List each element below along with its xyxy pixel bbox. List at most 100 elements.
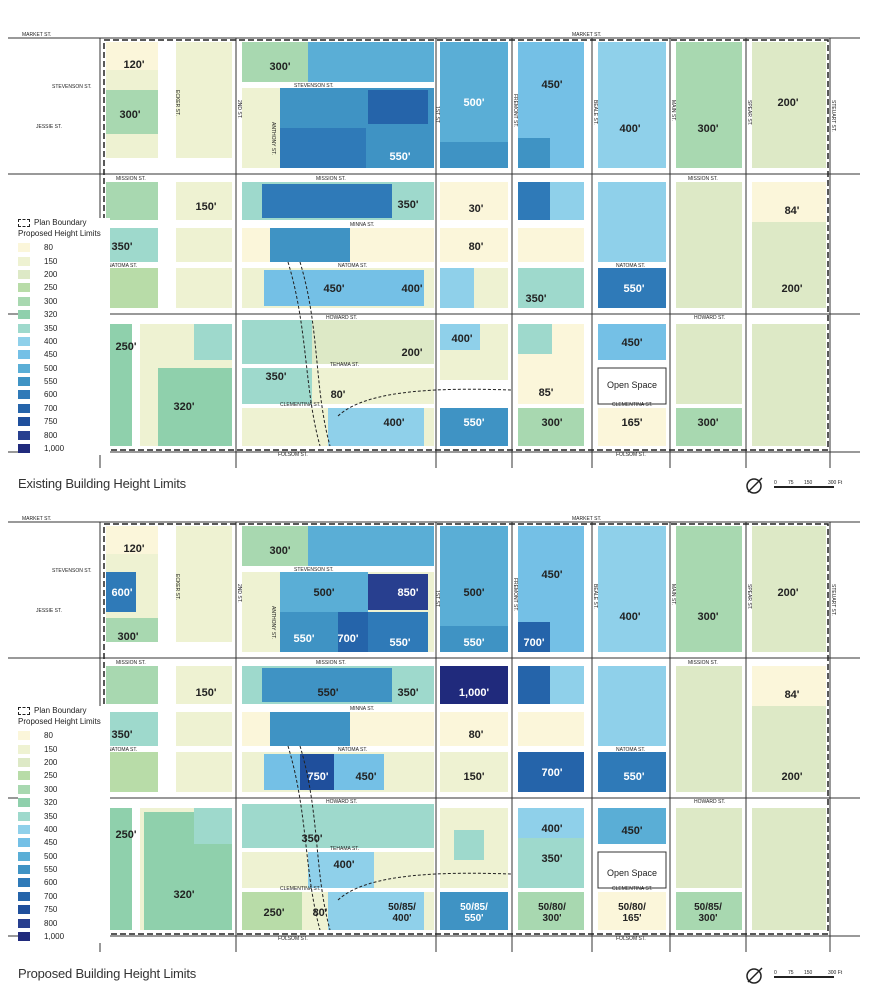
height-labels: 120' 300' 300' 550' 500' 450' 400' 300' … (112, 59, 803, 429)
legend-item: 450 (18, 836, 110, 849)
legend-item: 750 (18, 903, 110, 916)
transit-ramp (287, 261, 513, 447)
svg-text:350': 350' (112, 241, 133, 253)
legend-item: 300 (18, 295, 110, 308)
svg-text:MISSION ST.: MISSION ST. (688, 660, 718, 666)
svg-text:550': 550' (464, 637, 485, 649)
legend-item: 320 (18, 308, 110, 321)
svg-text:NATOMA ST.: NATOMA ST. (108, 747, 137, 753)
svg-text:STEVENSON ST.: STEVENSON ST. (294, 567, 333, 573)
svg-text:150': 150' (196, 201, 217, 213)
svg-text:300': 300' (120, 109, 141, 121)
svg-text:FOLSOM ST.: FOLSOM ST. (278, 452, 308, 458)
legend-swatch (18, 243, 30, 253)
svg-text:MISSION ST.: MISSION ST. (116, 660, 146, 666)
svg-text:350': 350' (542, 853, 563, 865)
legend-item: 700 (18, 402, 110, 415)
svg-text:200': 200' (778, 97, 799, 109)
existing-height-map: MARKET ST. MARKET ST. STEVENSON ST. STEV… (8, 28, 860, 468)
legend-item: 500 (18, 362, 110, 375)
svg-text:550': 550' (318, 687, 339, 699)
svg-text:250': 250' (264, 907, 285, 919)
legend-label: 500 (44, 851, 58, 861)
north-arrow-and-scale: 0 75 150 300 Ft (744, 964, 864, 988)
legend-label: 800 (44, 918, 58, 928)
svg-text:NATOMA ST.: NATOMA ST. (338, 263, 367, 269)
svg-text:500': 500' (314, 587, 335, 599)
legend-label: 450 (44, 350, 58, 360)
map-caption-existing: Existing Building Height Limits (18, 476, 186, 491)
svg-text:80': 80' (331, 389, 346, 401)
legend-swatch (18, 430, 30, 440)
north-arrow-and-scale: 0 75 150 300 Ft (744, 474, 864, 498)
svg-text:Open Space: Open Space (607, 868, 657, 878)
legend-item: 200 (18, 268, 110, 281)
legend-label: 800 (44, 430, 58, 440)
svg-text:550': 550' (390, 637, 411, 649)
svg-text:0: 0 (774, 970, 777, 976)
svg-text:200': 200' (402, 347, 423, 359)
svg-text:550': 550' (464, 417, 485, 429)
svg-text:700': 700' (542, 767, 563, 779)
legend-label: 700 (44, 403, 58, 413)
svg-text:200': 200' (778, 587, 799, 599)
svg-text:0: 0 (774, 480, 777, 486)
legend-swatch (18, 256, 30, 266)
legend-label: 350 (44, 811, 58, 821)
svg-text:350': 350' (398, 687, 419, 699)
svg-text:120': 120' (124, 59, 145, 71)
legend-label: 80 (44, 243, 53, 253)
svg-text:NATOMA ST.: NATOMA ST. (338, 747, 367, 753)
svg-text:300': 300' (270, 545, 291, 557)
svg-text:850': 850' (398, 587, 419, 599)
svg-text:MISSION ST.: MISSION ST. (316, 660, 346, 666)
svg-text:1ST ST.: 1ST ST. (434, 590, 440, 608)
svg-text:75: 75 (788, 970, 794, 976)
legend-swatch (18, 363, 30, 373)
north-arrow-icon (746, 968, 762, 984)
svg-text:MINNA ST.: MINNA ST. (350, 706, 374, 712)
legend-item: 300 (18, 783, 110, 796)
legend-label: 150 (44, 744, 58, 754)
legend-item: 750 (18, 415, 110, 428)
legend-label: 550 (44, 377, 58, 387)
legend-swatch (18, 377, 30, 387)
svg-text:50/80/300': 50/80/300' (538, 902, 566, 924)
legend-label: 350 (44, 323, 58, 333)
svg-text:ECKER ST.: ECKER ST. (174, 90, 180, 116)
legend-label: 450 (44, 838, 58, 848)
legend-label: 400 (44, 824, 58, 834)
legend-swatch (18, 417, 30, 427)
legend-item: 80 (18, 241, 110, 254)
svg-text:300': 300' (270, 61, 291, 73)
legend-item: 550 (18, 863, 110, 876)
svg-text:HOWARD ST.: HOWARD ST. (694, 799, 725, 805)
legend-label: 400 (44, 336, 58, 346)
svg-text:MINNA ST.: MINNA ST. (350, 222, 374, 228)
height-legend-existing: Plan Boundary Proposed Height Limits 80 1… (18, 218, 110, 456)
svg-text:600': 600' (112, 587, 133, 599)
svg-text:ANTHONY ST.: ANTHONY ST. (270, 606, 276, 639)
legend-item: 800 (18, 916, 110, 929)
svg-text:HOWARD ST.: HOWARD ST. (694, 315, 725, 321)
svg-text:120': 120' (124, 543, 145, 555)
legend-label: 750 (44, 905, 58, 915)
proposed-height-map: MARKET ST. MARKET ST. STEVENSON ST. STEV… (8, 512, 860, 952)
legend-swatch (18, 865, 30, 875)
svg-text:750': 750' (308, 771, 329, 783)
svg-text:250': 250' (116, 829, 137, 841)
height-legend-proposed: Plan Boundary Proposed Height Limits 80 1… (18, 706, 110, 944)
legend-swatch (18, 838, 30, 848)
legend-label: 250 (44, 771, 58, 781)
legend-swatch (18, 932, 30, 942)
svg-text:MARKET ST.: MARKET ST. (572, 516, 601, 522)
svg-text:80': 80' (469, 241, 484, 253)
legend-item: 800 (18, 428, 110, 441)
legend-rows: 80 150 200 250 300 320 350 400 450 500 550 600 700 75… (18, 729, 110, 943)
svg-text:550': 550' (624, 283, 645, 295)
legend-label: 1,000 (44, 444, 65, 454)
north-arrow-icon (746, 478, 762, 494)
svg-text:MAIN ST.: MAIN ST. (670, 584, 676, 605)
svg-text:400': 400' (620, 611, 641, 623)
svg-text:SPEAR ST.: SPEAR ST. (746, 100, 752, 126)
